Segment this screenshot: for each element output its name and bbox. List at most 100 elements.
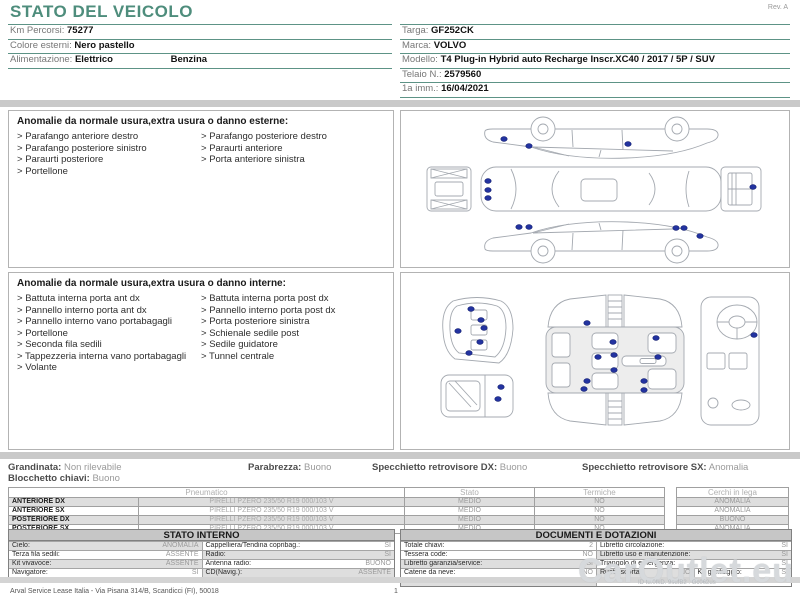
list-item: Schienale sedile post	[201, 328, 385, 340]
list-item: Volante	[17, 362, 201, 374]
wheel-row: ANOMALIA	[676, 497, 789, 507]
list-item: Sedile guidatore	[201, 339, 385, 351]
list-item: Porta anteriore sinistra	[201, 154, 385, 166]
exterior-damage-diagram	[426, 116, 762, 264]
table-row: Kit vivavoce: ASSENTE Antenna radio: BUONO	[9, 559, 394, 568]
damage-marker	[484, 178, 492, 184]
list-item: Paraurti posteriore	[17, 154, 201, 166]
interior-anomalies-title: Anomalie da normale usura,extra usura o …	[17, 278, 286, 289]
table-row: Libretto garanzia/service: SI Triangolo d…	[401, 559, 791, 568]
damage-marker	[672, 225, 680, 231]
interior-damage-diagram	[440, 294, 760, 426]
exterior-anomalies-title: Anomalie da normale usura,extra usura o …	[17, 116, 289, 127]
footer-doc-code: ID tu.0fkD. 9sufB2 . Gc062us	[638, 580, 716, 586]
cabin-plan-view	[545, 294, 685, 426]
dashboard-view	[700, 296, 760, 426]
car-side-view-top	[484, 116, 719, 159]
wheel-row: ANOMALIA	[676, 506, 789, 516]
footer-company: Arval Service Lease Italia - Via Pisana …	[10, 588, 219, 595]
damage-marker	[583, 320, 591, 326]
damage-marker	[580, 386, 588, 392]
exterior-anomalies-lists: Parafango anteriore destro Parafango pos…	[17, 131, 385, 177]
tires-header-row: Pneumatico Stato Termiche	[8, 487, 665, 498]
table-row: Cielo: ANOMALIA Cappelliera/Tendina copri…	[9, 541, 394, 550]
summary-specchietto-dx: Specchietto retrovisore DX: Buono	[372, 462, 528, 473]
list-item: Battuta interna porta post dx	[201, 293, 385, 305]
summary-parabrezza: Parabrezza: Buono	[248, 462, 332, 473]
bottom-divider-band	[0, 577, 800, 583]
table-row: Catene da neve: NO Ruota scorta: NO Kit go…	[401, 568, 791, 577]
model-value: T4 Plug-in Hybrid auto Recharge Inscr.XC…	[440, 54, 715, 65]
info-row-brand: Marca: VOLVO	[400, 39, 790, 54]
info-row-first-reg: 1a imm.: 16/04/2021	[400, 83, 790, 98]
damage-marker	[610, 352, 618, 358]
list-item: Tappezzeria interna vano portabagagli	[17, 351, 201, 363]
car-plan-view	[480, 166, 722, 212]
section-divider-band	[0, 100, 800, 107]
list-item: Pannello interno vano portabagagli	[17, 316, 201, 328]
interior-list-col2: Battuta interna porta post dx Pannello i…	[201, 293, 385, 374]
vin-value: 2579560	[444, 68, 482, 80]
list-item: Paraurti anteriore	[201, 143, 385, 155]
damage-marker	[640, 378, 648, 384]
page-title: STATO DEL VEICOLO	[10, 2, 193, 21]
damage-marker	[652, 335, 660, 341]
damage-marker	[609, 339, 617, 345]
damage-marker	[484, 195, 492, 201]
damage-marker	[467, 306, 475, 312]
damage-marker	[525, 143, 533, 149]
list-item: Parafango posteriore sinistro	[17, 143, 201, 155]
tire-row: ANTERIORE SX PIRELLI PZERO 235/50 R19 00…	[8, 506, 665, 516]
tires-table: Pneumatico Stato Termiche ANTERIORE DX P…	[8, 487, 665, 534]
list-item: Portellone	[17, 166, 201, 178]
damage-marker	[476, 339, 484, 345]
damage-marker	[515, 224, 523, 230]
tailgate-view	[440, 374, 514, 418]
damage-marker	[640, 387, 648, 393]
km-value: 75277	[67, 25, 94, 36]
fuel-value-2: Benzina	[170, 54, 208, 65]
damage-marker	[484, 187, 492, 193]
exterior-list-col1: Parafango anteriore destro Parafango pos…	[17, 131, 201, 177]
damage-marker	[594, 354, 602, 360]
damage-marker	[465, 350, 473, 356]
damage-marker	[750, 332, 758, 338]
summary-grandinata: Grandinata: Non rilevabile	[8, 462, 122, 473]
col-pneumatico: Pneumatico	[8, 487, 405, 498]
stato-interno-table: STATO INTERNO Cielo: ANOMALIA Cappelliera…	[8, 529, 395, 578]
documenti-header: DOCUMENTI E DOTAZIONI	[401, 530, 791, 541]
list-item: Porta posteriore sinistra	[201, 316, 385, 328]
table-row: Tessera code: NO Libretto uso e manutenzi…	[401, 550, 791, 559]
exterior-damage-markers	[484, 136, 757, 239]
alloy-wheels-table: Cerchi in lega ANOMALIA ANOMALIA BUONO A…	[676, 487, 789, 534]
table-row: Navigatore: SI CD(Navig.): ASSENTE	[9, 568, 394, 577]
damage-marker	[610, 367, 618, 373]
brand-value: VOLVO	[433, 39, 467, 51]
section-divider-band	[0, 452, 800, 459]
trunk-seatback-view	[442, 297, 514, 364]
list-item: Pannello interno porta ant dx	[17, 305, 201, 317]
wheel-row: BUONO	[676, 515, 789, 525]
wheels-header-row: Cerchi in lega	[676, 487, 789, 498]
car-front-view	[426, 166, 472, 212]
damage-marker	[696, 233, 704, 239]
list-item: Parafango posteriore destro	[201, 131, 385, 143]
damage-marker	[749, 184, 757, 190]
list-item: Battuta interna porta ant dx	[17, 293, 201, 305]
damage-marker	[583, 378, 591, 384]
summary-specchietto-sx: Specchietto retrovisore SX: Anomalia	[582, 462, 749, 473]
info-row-fuel: Alimentazione: Elettrico Benzina	[8, 54, 392, 69]
caroutlet-watermark: CarOutlet.eu	[577, 552, 794, 590]
list-item: Pannello interno porta post dx	[201, 305, 385, 317]
vehicle-info-left: Km Percorsi: 75277 Colore esterni: Nero …	[8, 24, 392, 69]
interior-list-col1: Battuta interna porta ant dx Pannello in…	[17, 293, 201, 374]
footer-page-number: 1	[394, 588, 398, 595]
info-row-vin: Telaio N.: 2579560	[400, 68, 790, 83]
damage-marker	[654, 354, 662, 360]
list-item: Parafango anteriore destro	[17, 131, 201, 143]
col-stato: Stato	[404, 487, 535, 498]
exterior-anomalies-panel: Anomalie da normale usura,extra usura o …	[8, 110, 394, 268]
revision-label: Rev. A	[767, 4, 788, 11]
info-row-km: Km Percorsi: 75277	[8, 24, 392, 40]
